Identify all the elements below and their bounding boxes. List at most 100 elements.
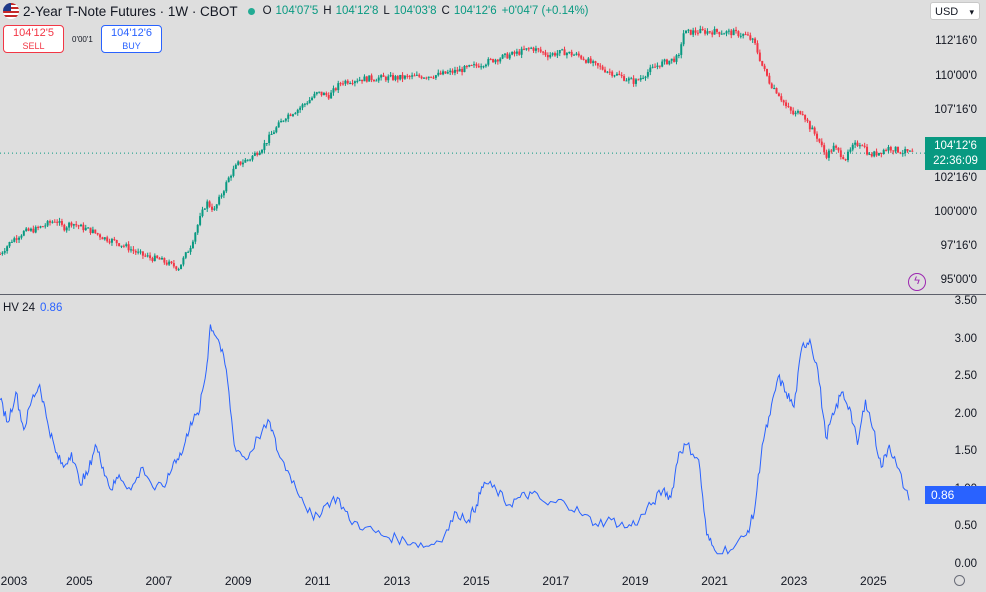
candle-body [313,93,316,98]
chart-area[interactable] [0,0,925,592]
live-status-icon [247,7,255,15]
candle-body [537,48,540,50]
buy-label: BUY [122,41,141,51]
candle-body [408,75,411,77]
lightning-icon[interactable]: ϟ [908,273,926,291]
candle-body [682,33,685,45]
candle-body [339,83,342,85]
price-tick-label: 97'16'0 [940,240,977,253]
candle-body [406,75,409,77]
time-tick-label: 2015 [463,574,490,588]
candle-body [754,38,757,44]
last-price-value: 104'12'6 [934,140,977,152]
candle-body [68,222,71,228]
candle-body [894,146,897,152]
candle-body [356,80,359,82]
candle-body [306,103,309,105]
candle-body [589,58,592,63]
candle-body [563,49,566,56]
chevron-down-icon: ▾ [969,7,974,17]
hv-tick-label: 3.00 [954,332,977,345]
candle-body [565,53,568,56]
price-tick-label: 110'00'0 [935,69,977,82]
buy-button[interactable]: 104'12'6 BUY [101,25,162,53]
chart-plot[interactable] [0,0,925,592]
settings-icon[interactable] [954,575,965,586]
candle-body [873,151,876,157]
hv-legend[interactable]: HV 24 0.86 [3,302,62,314]
candle-body [711,32,714,35]
candle-body [623,76,626,81]
candle-body [875,151,878,156]
price-tick-label: 107'16'0 [934,103,977,116]
pane-divider[interactable] [0,294,986,295]
candle-body [506,53,509,59]
candle-body [813,127,816,134]
candle-body [675,55,678,62]
candle-body [13,238,16,242]
candle-body [187,251,190,253]
candle-body [149,255,152,259]
candle-body [182,257,185,265]
candle-body [29,228,32,231]
candle-body [758,52,761,61]
candle-body [523,48,526,50]
candle-body [299,107,302,110]
candle-body [411,75,414,77]
candle-body [34,226,37,233]
candle-body [463,65,466,73]
candle-body [284,118,287,121]
symbol-title[interactable]: 2-Year T-Note Futures · 1W · CBOT [23,3,238,19]
candle-body [632,78,635,84]
candle-body [232,168,235,176]
candle-body [482,66,485,68]
candle-body [468,65,471,67]
candle-body [899,152,902,154]
candle-body [887,147,890,151]
candle-body [346,80,349,84]
candle-body [46,221,49,226]
price-tick-label: 95'00'0 [940,274,977,287]
candle-body [839,150,842,158]
candle-body [732,29,735,36]
time-tick-label: 2023 [780,574,808,588]
candle-body [132,249,135,251]
candle-body [194,232,197,242]
candle-body [601,66,604,70]
candle-body [499,58,502,62]
candle-body [287,114,290,119]
candle-body [518,51,521,55]
candle-body [115,240,118,244]
open-label: O [262,5,272,17]
candle-body [301,104,304,108]
candle-body [699,28,702,34]
candle-body [549,54,552,58]
change-value: +0'04'7 (+0.14%) [501,5,589,17]
candle-body [427,76,430,78]
candle-body [168,261,171,265]
candle-body [644,76,647,78]
currency-select[interactable]: USD ▾ [930,2,980,20]
candle-body [677,54,680,56]
candle-body [625,80,628,82]
candle-body [794,112,797,115]
candle-body [870,154,873,157]
candle-body [353,81,356,84]
candle-body [618,73,621,76]
candle-body [330,92,333,99]
candle-body [146,255,149,257]
candle-body [527,48,530,50]
hv-tick-label: 1.50 [954,445,977,458]
time-tick-label: 2009 [224,574,252,588]
candle-body [708,31,711,33]
candle-body [156,255,159,258]
candle-body [727,30,730,32]
candle-body [806,119,809,122]
candle-body [220,195,223,197]
sell-button[interactable]: 104'12'5 SELL [3,25,64,53]
candle-body [742,34,745,36]
candle-body [832,145,835,152]
candle-body [908,150,911,152]
candle-body [91,229,94,234]
candle-body [158,257,161,260]
